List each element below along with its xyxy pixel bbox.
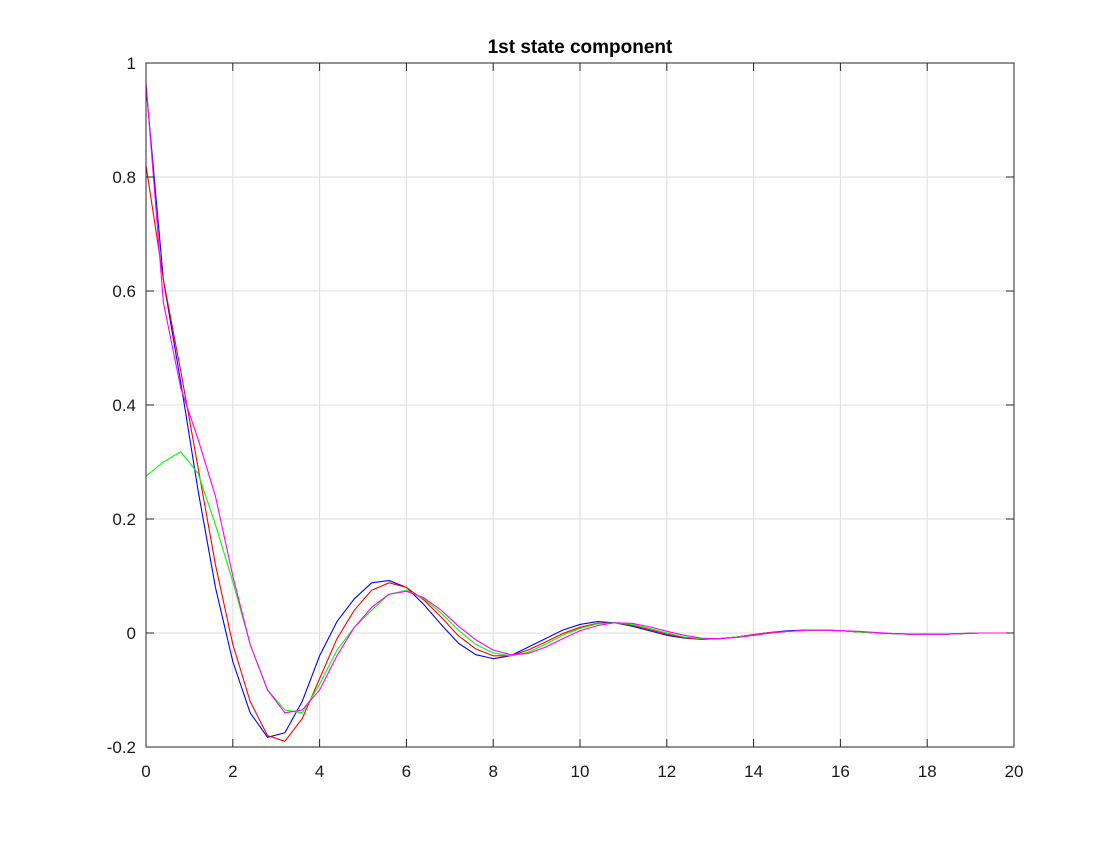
y-tick-label: 0.8: [112, 168, 136, 187]
x-tick-label: 0: [141, 762, 150, 781]
x-tick-label: 2: [228, 762, 237, 781]
x-tick-label: 20: [1005, 762, 1024, 781]
series-lines: [145, 82, 1014, 742]
x-tick-label: 4: [315, 762, 324, 781]
x-axis-tick-labels: 0 2 4 6 8 10 12 14 16 18 20: [141, 762, 1023, 781]
x-tick-label: 8: [488, 762, 497, 781]
y-axis-tick-labels: -0.2 0 0.2 0.4 0.6 0.8 1: [107, 54, 136, 757]
chart-title: 1st state component: [488, 37, 673, 58]
axis-ticks: [145, 62, 1015, 748]
x-tick-label: 12: [657, 762, 676, 781]
y-tick-label: 0.4: [112, 396, 136, 415]
y-tick-label: 0.2: [112, 510, 136, 529]
y-tick-label: 1: [127, 54, 136, 73]
x-tick-label: 10: [571, 762, 590, 781]
y-tick-label: 0: [127, 624, 136, 643]
x-tick-label: 6: [402, 762, 411, 781]
series-line-3: [145, 451, 1014, 714]
y-tick-label: -0.2: [107, 738, 136, 757]
y-tick-label: 0.6: [112, 282, 136, 301]
x-tick-label: 18: [918, 762, 937, 781]
x-tick-label: 16: [831, 762, 850, 781]
x-tick-label: 14: [744, 762, 763, 781]
series-line-4: [145, 82, 1014, 714]
